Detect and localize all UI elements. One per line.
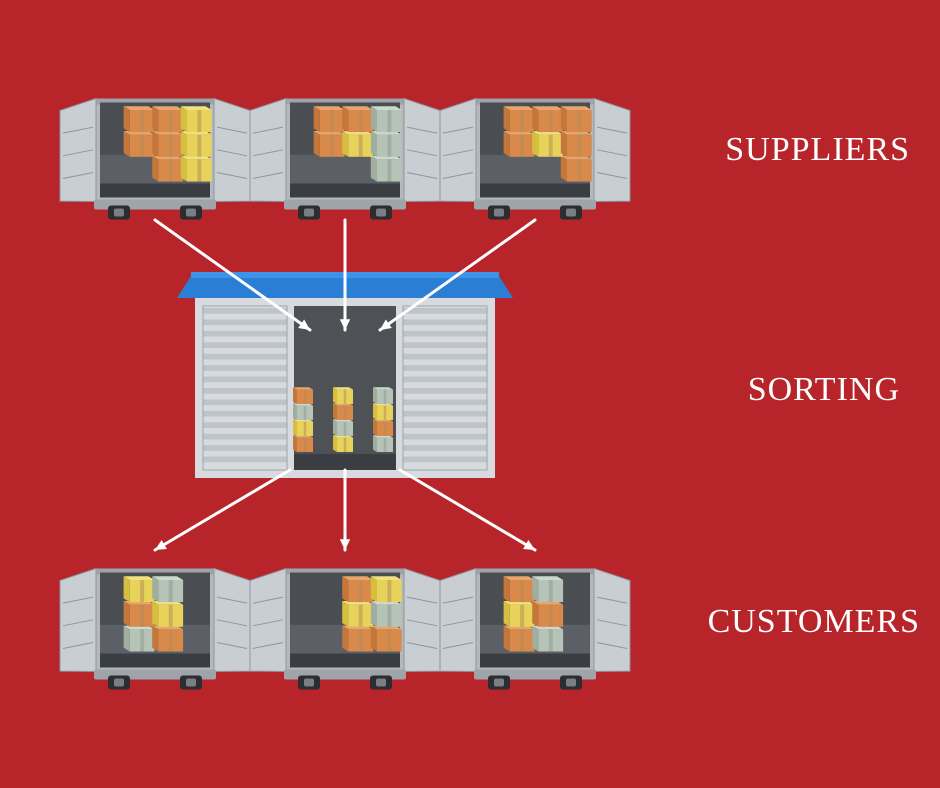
customer-truck-2 — [250, 569, 440, 690]
supplier-truck-1 — [60, 99, 250, 220]
customer-truck-3 — [440, 569, 630, 690]
arrow — [155, 470, 290, 550]
infographic-stage: SUPPLIERS SORTING CUSTOMERS — [0, 0, 940, 788]
label-customers: CUSTOMERS — [708, 603, 920, 641]
label-suppliers: SUPPLIERS — [725, 131, 910, 169]
supplier-truck-2 — [250, 99, 440, 220]
arrow — [400, 470, 535, 550]
arrow — [340, 470, 350, 550]
label-sorting: SORTING — [748, 371, 900, 409]
supplier-truck-3 — [440, 99, 630, 220]
customer-truck-1 — [60, 569, 250, 690]
